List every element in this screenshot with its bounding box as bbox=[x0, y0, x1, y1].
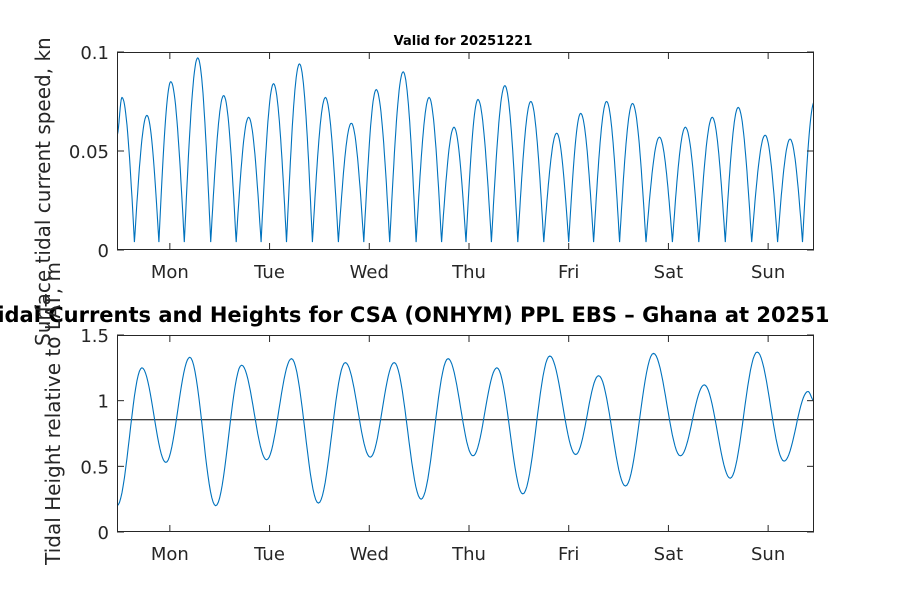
current-speed-axes: Mon Tue Wed Thu Fri Sat Sun 0 0.05 0.1 bbox=[69, 43, 814, 283]
y-tick-label: 1.5 bbox=[80, 326, 109, 347]
y-tick-label: 0 bbox=[98, 241, 109, 262]
x-tick-label: Mon bbox=[151, 544, 189, 565]
x-tick-label: Sat bbox=[654, 262, 684, 283]
x-tick-label: Sat bbox=[654, 544, 684, 565]
tidal-height-axes: Mon Tue Wed Thu Fri Sat Sun 0 0.5 1 1.5 bbox=[80, 326, 814, 565]
axes-box bbox=[117, 335, 814, 532]
main-title: Tidal Currents and Heights for CSA (ONHY… bbox=[0, 303, 829, 327]
x-tick-label: Thu bbox=[451, 544, 486, 565]
top-y-axis-label: Surface tidal current speed, kn bbox=[31, 37, 55, 346]
x-tick-label: Tue bbox=[253, 544, 285, 565]
y-tick-label: 1 bbox=[98, 392, 109, 413]
x-tick-label: Fri bbox=[558, 262, 579, 283]
x-tick-label: Wed bbox=[350, 262, 389, 283]
series-line bbox=[117, 57, 814, 243]
x-tick-label: Wed bbox=[350, 544, 389, 565]
series-line bbox=[117, 351, 814, 507]
bottom-y-axis-label: Tidal Height relative to LAT, m bbox=[41, 262, 65, 566]
x-tick-label: Thu bbox=[451, 262, 486, 283]
plot-area bbox=[117, 52, 814, 250]
x-tick-label: Fri bbox=[558, 544, 579, 565]
y-tick-label: 0.5 bbox=[80, 457, 109, 478]
y-tick-label: 0 bbox=[98, 523, 109, 544]
x-tick-label: Sun bbox=[751, 544, 785, 565]
x-tick-label: Tue bbox=[253, 262, 285, 283]
y-tick-label: 0.1 bbox=[80, 43, 109, 64]
y-tick-label: 0.05 bbox=[69, 142, 109, 163]
x-tick-label: Sun bbox=[751, 262, 785, 283]
top-chart-title: Valid for 20251221 bbox=[394, 34, 533, 49]
x-tick-label: Mon bbox=[151, 262, 189, 283]
